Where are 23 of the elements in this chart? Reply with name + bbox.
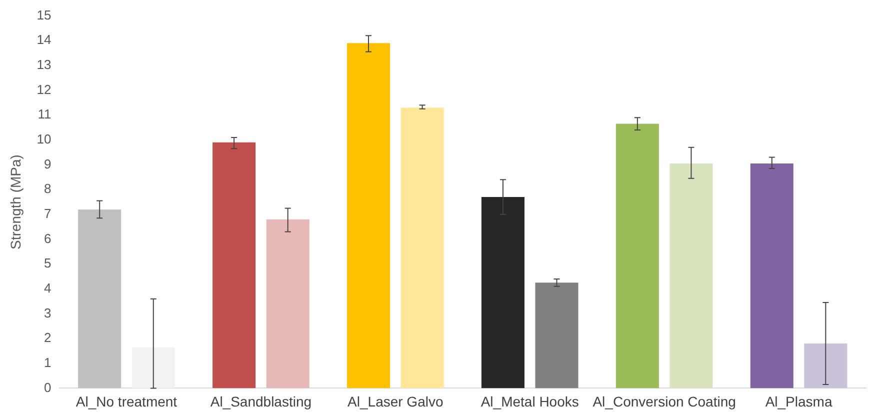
y-axis-title: Strength (MPa) [7,154,24,250]
x-tick-label: Al_Laser Galvo [348,393,444,410]
y-tick-label: 1 [44,354,52,370]
y-tick-label: 5 [44,256,52,271]
y-tick-label: 3 [44,305,52,320]
x-tick-label: Al_Metal Hooks [480,393,579,410]
y-tick-label: 11 [38,106,52,122]
y-tick-label: 14 [36,32,52,48]
x-tick-label: Al_Conversion Coating [592,393,736,410]
x-tick-label: Al_Plasma [765,393,832,410]
y-tick-label: 0 [44,380,52,395]
y-tick-label: 9 [44,156,52,172]
y-tick-label: 10 [36,132,52,147]
y-tick-label: 2 [44,330,52,346]
y-tick-label: 8 [44,181,52,196]
y-tick-label: 4 [44,280,52,296]
x-tick-label: Al_No treatment [76,393,178,410]
y-tick-label: 6 [44,230,52,246]
y-tick-label: 13 [36,57,52,72]
y-tick-label: 7 [44,206,52,221]
y-tick-label: 12 [36,82,52,97]
x-tick-label: Al_Sandblasting [210,393,312,410]
y-tick-label: 15 [36,7,52,22]
